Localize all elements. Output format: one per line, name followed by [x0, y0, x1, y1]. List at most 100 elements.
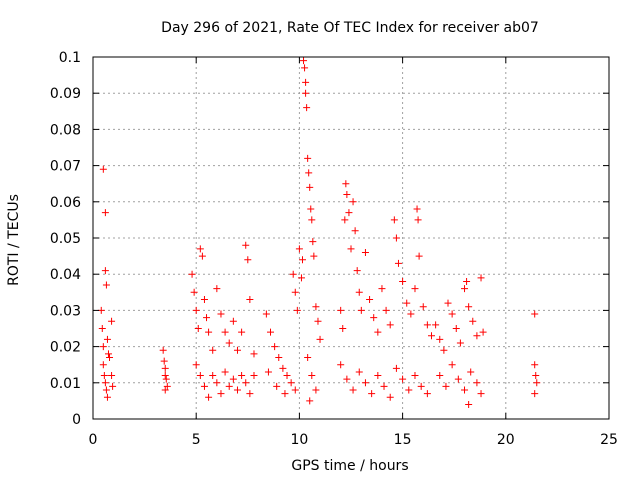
data-point-plus	[309, 238, 317, 246]
data-point-plus	[308, 372, 316, 380]
data-point-plus	[298, 256, 306, 264]
data-point-plus	[461, 386, 469, 394]
data-point-plus	[275, 353, 283, 361]
data-point-plus	[102, 281, 110, 289]
data-point-plus	[279, 364, 287, 372]
data-point-plus	[264, 368, 272, 376]
data-point-plus	[361, 248, 369, 256]
data-point-plus	[225, 382, 233, 390]
data-point-plus	[304, 154, 312, 162]
data-point-plus	[479, 328, 487, 336]
data-point-plus	[273, 382, 281, 390]
data-point-plus	[465, 303, 473, 311]
data-point-plus	[531, 390, 539, 398]
data-point-plus	[198, 252, 206, 260]
data-point-plus	[192, 306, 200, 314]
x-tick-label: 0	[89, 432, 98, 448]
data-point-plus	[339, 325, 347, 332]
data-point-plus	[392, 364, 400, 372]
data-point-plus	[225, 339, 233, 347]
data-point-plus	[213, 285, 221, 293]
data-point-plus	[355, 288, 363, 296]
data-point-plus	[411, 372, 419, 380]
data-point-plus	[467, 368, 475, 376]
data-point-plus	[374, 372, 382, 380]
data-point-plus	[469, 317, 477, 325]
data-point-plus	[196, 245, 204, 253]
data-point-plus	[161, 364, 169, 372]
data-point-plus	[99, 165, 107, 173]
data-point-plus	[473, 332, 481, 340]
data-point-plus	[423, 321, 431, 329]
data-point-plus	[442, 382, 450, 390]
data-point-plus	[312, 303, 320, 311]
data-point-plus	[531, 310, 539, 318]
data-point-plus	[417, 382, 425, 390]
data-point-plus	[163, 382, 171, 390]
data-point-plus	[407, 310, 415, 318]
data-point-plus	[374, 328, 382, 336]
data-point-plus	[456, 339, 464, 347]
data-point-plus	[302, 78, 310, 86]
y-tick-label: 0.03	[50, 303, 81, 319]
y-tick-label: 0.09	[50, 86, 81, 102]
data-point-plus	[104, 350, 112, 358]
data-point-plus	[405, 386, 413, 394]
data-point-plus	[307, 205, 315, 213]
data-point-plus	[106, 353, 114, 361]
axis-ticks: 0 5 10 15 20 25 0 0.01 0.02 0.03 0.04 0.05 0.06 0.07 0…	[50, 50, 618, 448]
data-point-plus	[361, 379, 369, 387]
data-point-plus	[246, 296, 254, 304]
data-point-plus	[103, 393, 111, 401]
data-point-plus	[436, 372, 444, 380]
x-axis-label: GPS time / hours	[291, 458, 408, 474]
data-point-plus	[355, 368, 363, 376]
data-point-plus	[283, 372, 291, 380]
data-point-plus	[192, 361, 200, 369]
data-point-plus	[233, 386, 241, 394]
data-point-plus	[301, 64, 309, 72]
data-point-plus	[244, 256, 252, 264]
data-point-plus	[351, 227, 359, 235]
y-tick-label: 0.08	[50, 122, 81, 138]
y-tick-label: 0.1	[59, 50, 81, 66]
data-point-plus	[162, 375, 170, 383]
y-tick-label: 0.06	[50, 195, 81, 211]
data-point-plus	[448, 361, 456, 369]
data-point-plus	[205, 328, 213, 336]
chart-title: Day 296 of 2021, Rate Of TEC Index for r…	[161, 20, 539, 36]
data-point-plus	[382, 306, 390, 314]
data-point-plus	[101, 267, 109, 275]
data-point-plus	[98, 325, 106, 332]
data-point-plus	[414, 216, 422, 224]
data-point-plus	[103, 335, 111, 343]
data-point-plus	[390, 216, 398, 224]
data-point-plus	[238, 328, 246, 336]
data-point-plus	[473, 379, 481, 387]
data-point-plus	[101, 379, 109, 387]
data-point-plus	[370, 314, 378, 322]
data-point-plus	[341, 216, 349, 224]
data-point-plus	[411, 285, 419, 293]
data-point-plus	[413, 205, 421, 213]
data-point-plus	[436, 335, 444, 343]
data-point-plus	[306, 183, 314, 191]
data-point-plus	[213, 379, 221, 387]
data-point-plus	[308, 216, 316, 224]
data-point-plus	[190, 288, 198, 296]
data-point-plus	[432, 321, 440, 329]
data-point-plus	[419, 303, 427, 311]
data-point-plus	[349, 198, 357, 206]
x-tick-label: 5	[192, 432, 201, 448]
data-point-plus	[271, 343, 279, 351]
data-point-plus	[310, 252, 318, 260]
x-tick-label: 25	[600, 432, 618, 448]
data-point-plus	[102, 386, 110, 394]
data-point-plus	[217, 310, 225, 318]
data-point-plus	[427, 332, 435, 340]
data-point-plus	[380, 382, 388, 390]
data-point-plus	[267, 328, 275, 336]
data-point-plus	[343, 191, 351, 199]
data-point-plus	[194, 325, 202, 332]
y-tick-label: 0.02	[50, 340, 81, 356]
